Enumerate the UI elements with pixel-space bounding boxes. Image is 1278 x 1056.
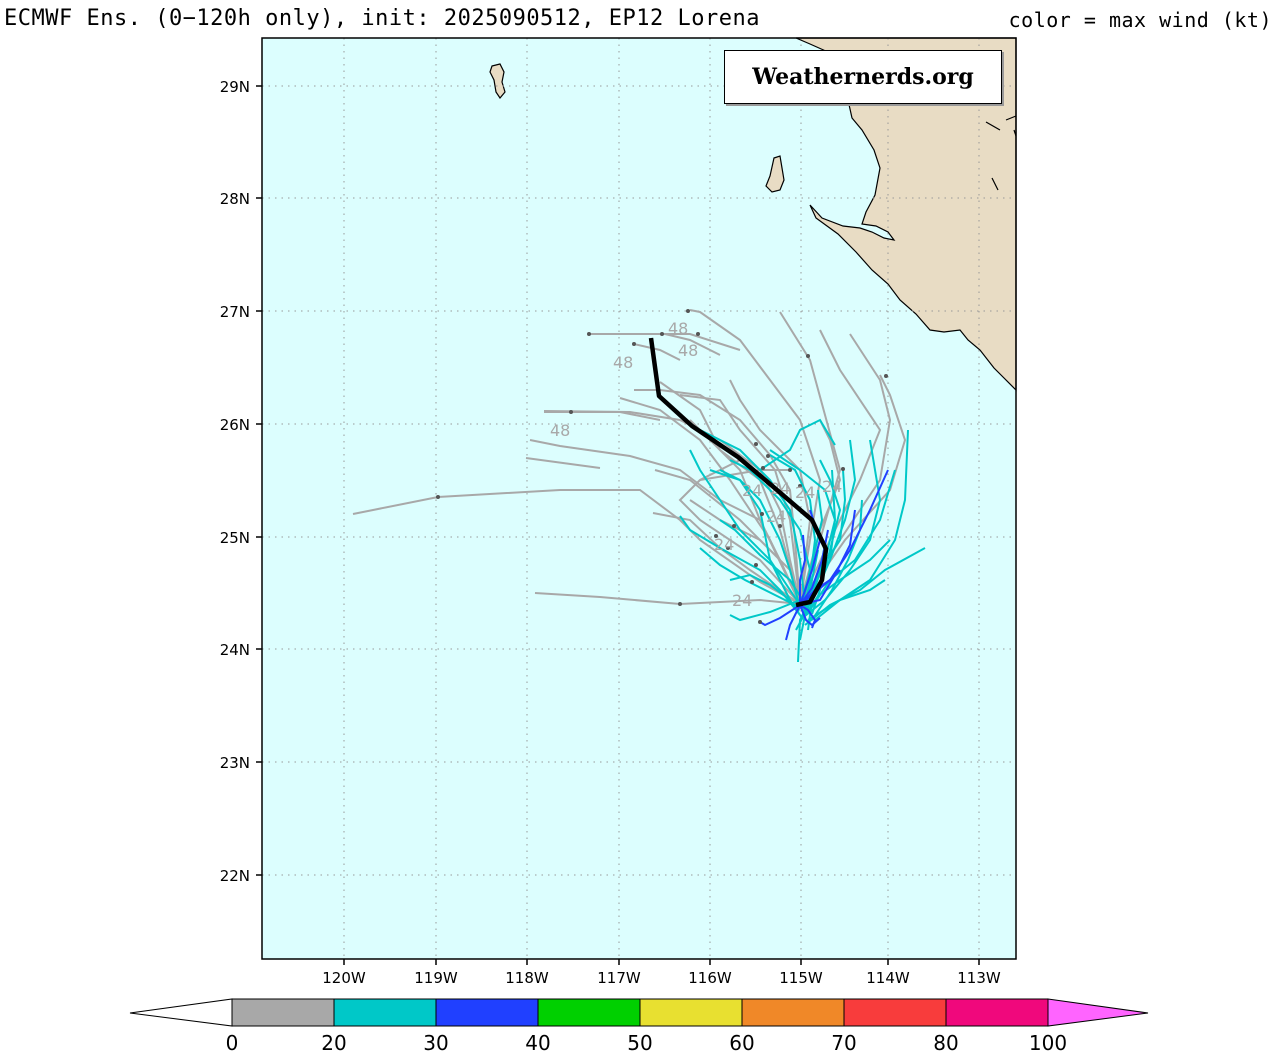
track-hour-labels: 48 48 48 48 24 24 24 24 24 24 24 [550, 319, 842, 610]
lat-label: 22N [220, 867, 250, 885]
hour-label: 24 [795, 483, 815, 502]
lat-label: 29N [220, 78, 250, 96]
guadalupe-island [489, 63, 506, 100]
lat-label: 24N [220, 641, 250, 659]
colorbar-under-triangle [129, 998, 233, 1027]
hour-label: 24 [766, 507, 786, 526]
coast-detail [985, 115, 1017, 191]
map-frame [261, 37, 1017, 960]
colorbar-bin-20-30 [333, 998, 437, 1027]
lon-label: 117W [597, 969, 641, 987]
lat-label: 26N [220, 416, 250, 434]
hour-label: 24 [742, 481, 762, 500]
hour-label: 48 [550, 421, 570, 440]
colorbar-bin-70-80 [843, 998, 947, 1027]
hour-label: 24 [770, 479, 790, 498]
longitude-axis [343, 959, 980, 965]
weathernerds-watermark: Weathernerds.org [724, 50, 1002, 104]
colorbar-label: 60 [729, 1031, 754, 1055]
colorbar-bin-50-60 [639, 998, 743, 1027]
lat-lon-grid [262, 38, 1016, 959]
lon-label: 120W [322, 969, 366, 987]
colorbar-label: 0 [226, 1031, 239, 1055]
lon-label: 119W [414, 969, 458, 987]
hour-label: 48 [613, 353, 633, 372]
colorbar-label: 30 [423, 1031, 448, 1055]
latitude-axis [256, 85, 262, 876]
colorbar-bin-40-50 [537, 998, 641, 1027]
colorbar-label: 80 [933, 1031, 958, 1055]
hour-label: 24 [732, 591, 752, 610]
lon-label: 116W [688, 969, 732, 987]
colorbar-over-triangle [1047, 998, 1149, 1027]
colorbar-bin-30-40 [435, 998, 539, 1027]
lat-label: 23N [220, 754, 250, 772]
colorbar-label: 40 [525, 1031, 550, 1055]
colorbar-label: 20 [321, 1031, 346, 1055]
colorbar-label: 50 [627, 1031, 652, 1055]
lon-label: 115W [779, 969, 823, 987]
hour-label: 48 [668, 319, 688, 338]
lat-label: 25N [220, 529, 250, 547]
colorbar-label: 70 [831, 1031, 856, 1055]
colorbar-bin-60-70 [741, 998, 845, 1027]
map-title: ECMWF Ens. (0−120h only), init: 20250905… [4, 6, 760, 31]
baja-california-land [795, 37, 1017, 392]
colorbar-label: 100 [1029, 1031, 1067, 1055]
colorbar-bin-80-100 [945, 998, 1049, 1027]
lon-label: 118W [505, 969, 549, 987]
colorbar-bin-0-20 [231, 998, 335, 1027]
lon-label: 113W [957, 969, 1001, 987]
wind-colorbar [129, 998, 1149, 1027]
ensemble-mean-track [648, 337, 829, 608]
hour-label: 24 [714, 535, 734, 554]
lat-label: 27N [220, 303, 250, 321]
color-legend-note: color = max wind (kt) [1008, 8, 1272, 32]
hour-label: 24 [822, 477, 842, 496]
lat-label: 28N [220, 190, 250, 208]
hour-label: 48 [678, 341, 698, 360]
track-point-markers [436, 309, 888, 624]
lon-label: 114W [866, 969, 910, 987]
cedros-island [765, 155, 785, 193]
